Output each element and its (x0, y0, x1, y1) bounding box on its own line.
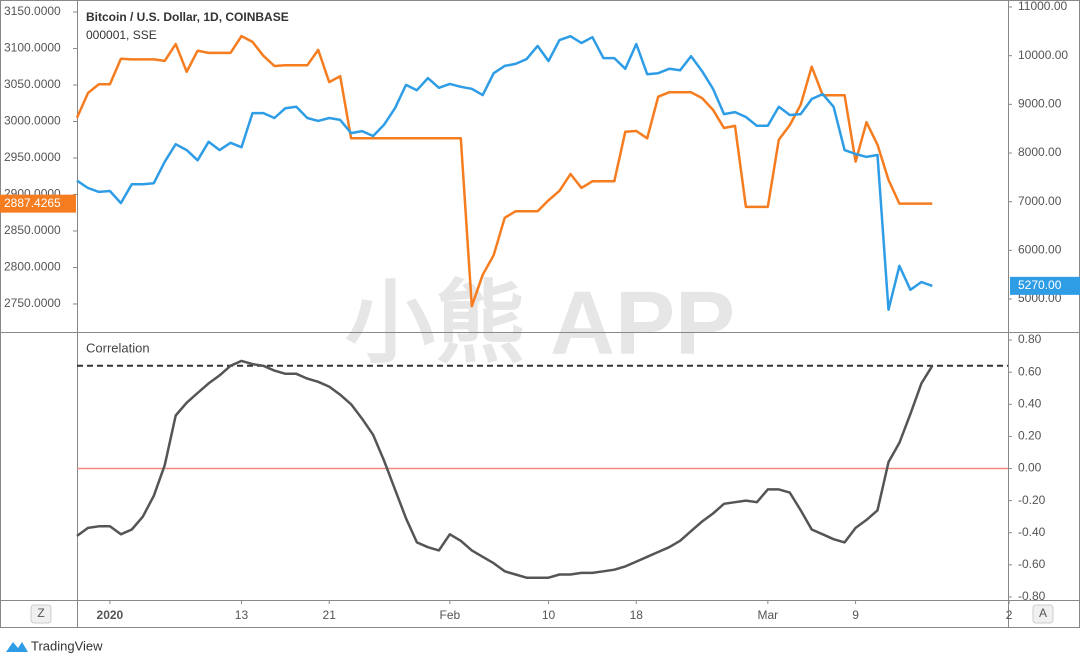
last-value-badge (0, 194, 76, 213)
pane-title: Correlation (86, 340, 150, 355)
y-tick-label: 3050.0000 (4, 77, 61, 91)
x-tick-label: 2 (1006, 608, 1013, 622)
y-tick-label: 3100.0000 (4, 41, 61, 55)
y-tick-label: 11000.00 (1018, 0, 1067, 13)
y-tick-label: 0.80 (1018, 332, 1042, 346)
series-line (76, 359, 934, 579)
x-tick-label: 2020 (97, 608, 124, 622)
y-tick-label: 9000.00 (1018, 97, 1062, 111)
y-tick-label: 2950.0000 (4, 150, 61, 164)
y-tick-label: 0.20 (1018, 429, 1042, 443)
legend-entry: 000001, SSE (86, 28, 157, 42)
last-value-badge (1010, 276, 1080, 295)
y-tick-label: 6000.00 (1018, 243, 1062, 257)
scale-button[interactable] (30, 604, 52, 624)
y-tick-label: -0.20 (1018, 493, 1046, 507)
x-tick-label: 13 (235, 608, 249, 622)
y-tick-label: 8000.00 (1018, 145, 1062, 159)
series-line (75, 34, 933, 308)
y-tick-label: 3150.0000 (4, 4, 61, 18)
watermark: 小熊 APP (345, 274, 735, 374)
y-tick-label: 2800.0000 (4, 260, 61, 274)
x-tick-label: 9 (852, 608, 859, 622)
y-tick-label: 2850.0000 (4, 223, 61, 237)
auto-button-label[interactable]: A (1039, 606, 1047, 620)
y-tick-label: 0.40 (1018, 396, 1042, 410)
last-value-label: 5270.00 (1018, 278, 1062, 292)
x-tick-label: Feb (439, 608, 460, 622)
last-value-label: 2887.4265 (4, 196, 61, 210)
y-tick-label: 0.60 (1018, 364, 1042, 378)
y-tick-label: 7000.00 (1018, 194, 1062, 208)
y-tick-label: 3000.0000 (4, 114, 61, 128)
legend-entry: Bitcoin / U.S. Dollar, 1D, COINBASE (86, 10, 289, 24)
auto-button[interactable] (1032, 604, 1054, 624)
x-tick-label: Mar (758, 608, 779, 622)
y-tick-label: 10000.00 (1018, 48, 1068, 62)
y-tick-label: 0.00 (1018, 461, 1042, 475)
x-tick-label: 18 (630, 608, 644, 622)
y-tick-label: -0.80 (1018, 589, 1046, 603)
x-tick-label: 21 (323, 608, 337, 622)
scale-button-label[interactable]: Z (37, 606, 44, 620)
x-tick-label: 10 (542, 608, 556, 622)
brand-logo (6, 642, 28, 652)
y-tick-label: 2750.0000 (4, 296, 61, 310)
series-line (76, 34, 933, 311)
y-tick-label: -0.40 (1018, 525, 1046, 539)
y-tick-label: -0.60 (1018, 557, 1046, 571)
brand: TradingView (31, 638, 103, 653)
